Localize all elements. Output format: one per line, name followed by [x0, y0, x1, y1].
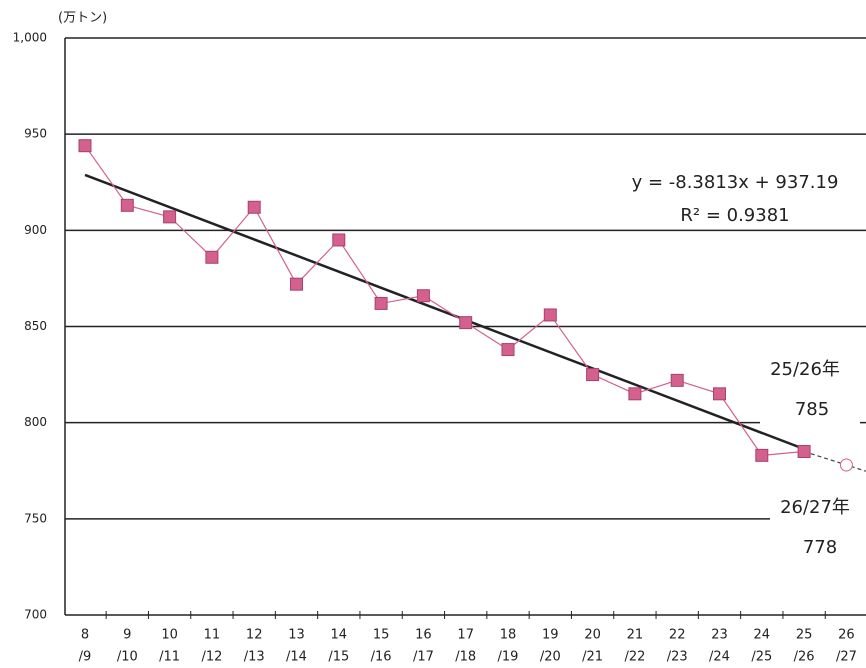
- trendline: [84, 173, 805, 451]
- y-tick-label: 800: [24, 415, 47, 429]
- y-unit: (万トン): [58, 11, 107, 26]
- marker: [290, 277, 303, 291]
- annotation: 26/27年: [780, 497, 850, 518]
- marker: [713, 387, 726, 401]
- x-tick-label: 15: [373, 628, 390, 643]
- x-tick-label: /9: [79, 650, 92, 665]
- x-tick-label: 23: [711, 628, 728, 643]
- forecast-marker: [839, 458, 853, 472]
- y-tick-label: 850: [24, 319, 47, 333]
- x-tick-label: 26: [838, 628, 855, 643]
- x-tick-label: 20: [584, 628, 601, 643]
- marker: [332, 233, 346, 247]
- marker: [374, 296, 388, 310]
- annotation: 25/26年: [770, 359, 840, 380]
- x-tick-label: /15: [328, 650, 349, 665]
- x-tick-label: /14: [286, 650, 307, 665]
- x-tick-label: 9: [123, 628, 131, 643]
- y-tick-label: 750: [24, 511, 47, 525]
- y-tick-label: 900: [24, 223, 47, 237]
- y-tick-label: 700: [24, 608, 47, 622]
- label-bg: [760, 352, 860, 426]
- x-tick-label: /11: [159, 650, 180, 665]
- forecast-line: [803, 450, 866, 472]
- x-tick-label: 16: [415, 628, 432, 643]
- x-tick-label: 8: [81, 628, 89, 643]
- marker: [163, 210, 177, 224]
- x-tick-label: 25: [796, 628, 813, 643]
- x-tick-label: /27: [836, 650, 857, 665]
- marker: [797, 445, 811, 459]
- x-tick-label: /25: [751, 650, 772, 665]
- marker: [205, 250, 219, 264]
- y-tick-label: 1,000: [13, 31, 47, 45]
- marker: [543, 308, 557, 322]
- marker: [628, 387, 642, 401]
- annotation: y = -8.3813x + 937.19: [632, 172, 839, 193]
- marker: [755, 448, 769, 462]
- y-tick-label: 950: [24, 127, 47, 141]
- x-tick-label: /22: [624, 650, 645, 665]
- x-tick-label: 18: [500, 628, 517, 643]
- marker: [416, 289, 430, 303]
- x-tick-label: /23: [667, 650, 688, 665]
- x-tick-label: 10: [161, 628, 178, 643]
- x-tick-label: /20: [540, 650, 561, 665]
- x-tick-label: /21: [582, 650, 603, 665]
- x-tick-label: 22: [669, 628, 686, 643]
- x-tick-label: /26: [794, 650, 815, 665]
- marker: [586, 368, 600, 382]
- label-bg: [770, 490, 866, 564]
- x-tick-label: /10: [117, 650, 138, 665]
- x-tick-label: 24: [754, 628, 771, 643]
- x-tick-label: /18: [455, 650, 476, 665]
- x-tick-label: 12: [246, 628, 263, 643]
- x-tick-label: 11: [204, 628, 221, 643]
- x-tick-label: 19: [542, 628, 559, 643]
- marker: [459, 316, 473, 330]
- x-tick-label: 17: [457, 628, 474, 643]
- x-tick-label: /13: [244, 650, 265, 665]
- x-tick-label: /24: [709, 650, 730, 665]
- x-tick-label: /12: [201, 650, 222, 665]
- x-tick-label: 21: [627, 628, 644, 643]
- x-tick-label: 14: [331, 628, 348, 643]
- x-tick-label: /19: [498, 650, 519, 665]
- marker: [247, 200, 261, 214]
- marker: [670, 373, 684, 387]
- annotation: 778: [803, 537, 837, 558]
- annotation: R² = 0.9381: [680, 205, 789, 226]
- data-line: [84, 145, 805, 456]
- x-tick-label: 13: [288, 628, 305, 643]
- x-tick-label: /16: [371, 650, 392, 665]
- x-tick-label: /17: [413, 650, 434, 665]
- marker: [120, 198, 134, 212]
- annotation: 785: [795, 399, 829, 420]
- marker: [78, 139, 92, 153]
- marker: [501, 343, 515, 357]
